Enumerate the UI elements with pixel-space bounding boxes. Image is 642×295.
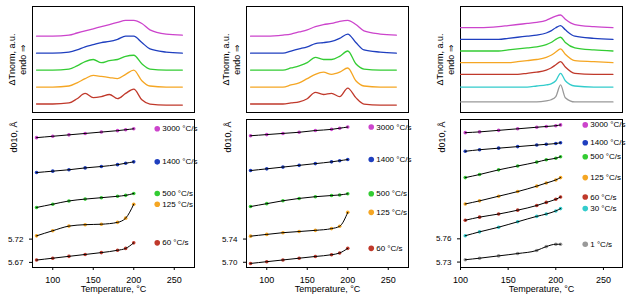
svg-text:5.74: 5.74 — [222, 235, 238, 244]
svg-text:ΔTnorm, a.u.: ΔTnorm, a.u. — [7, 33, 17, 85]
svg-text:ΔTnorm, a.u.: ΔTnorm, a.u. — [435, 33, 445, 85]
svg-text:3000 °C/s: 3000 °C/s — [376, 123, 411, 132]
svg-text:60 °C/s: 60 °C/s — [376, 244, 402, 253]
svg-text:30 °C/s: 30 °C/s — [590, 204, 616, 213]
svg-text:endo ⇒: endo ⇒ — [18, 44, 28, 75]
svg-text:250: 250 — [381, 275, 396, 285]
svg-text:200: 200 — [548, 274, 564, 285]
svg-text:60 °C/s: 60 °C/s — [590, 193, 616, 202]
svg-text:1400 °C/s: 1400 °C/s — [162, 157, 197, 166]
svg-text:Temperature, °C: Temperature, °C — [81, 284, 147, 294]
svg-text:1 °C/s: 1 °C/s — [590, 240, 612, 249]
svg-text:500 °C/s: 500 °C/s — [590, 152, 621, 161]
svg-text:100: 100 — [453, 275, 468, 285]
svg-text:5.72: 5.72 — [8, 235, 24, 244]
svg-text:5.76: 5.76 — [436, 234, 452, 243]
svg-text:Temperature, °C: Temperature, °C — [295, 284, 361, 294]
svg-text:60 °C/s: 60 °C/s — [162, 238, 188, 247]
svg-text:250: 250 — [167, 275, 182, 285]
svg-text:500 °C/s: 500 °C/s — [162, 189, 193, 198]
svg-text:150: 150 — [85, 274, 101, 285]
svg-text:endo ⇒: endo ⇒ — [446, 44, 456, 75]
svg-text:150: 150 — [500, 274, 516, 285]
svg-text:150: 150 — [299, 274, 315, 285]
svg-text:125 °C/s: 125 °C/s — [376, 208, 407, 217]
svg-text:d010, Å: d010, Å — [223, 122, 233, 153]
svg-text:250: 250 — [596, 275, 611, 285]
svg-text:5.67: 5.67 — [8, 258, 24, 267]
svg-text:ΔTnorm, a.u.: ΔTnorm, a.u. — [221, 33, 231, 85]
svg-text:1400 °C/s: 1400 °C/s — [376, 155, 411, 164]
svg-text:5.70: 5.70 — [222, 258, 238, 267]
svg-text:d010, Å: d010, Å — [437, 122, 447, 153]
svg-text:125 °C/s: 125 °C/s — [590, 173, 621, 182]
svg-text:500 °C/s: 500 °C/s — [376, 189, 407, 198]
svg-text:3000 °C/s: 3000 °C/s — [590, 120, 625, 129]
svg-text:1400 °C/s: 1400 °C/s — [590, 138, 625, 147]
svg-text:100: 100 — [45, 275, 60, 285]
svg-text:endo ⇒: endo ⇒ — [232, 44, 242, 75]
svg-text:100: 100 — [259, 275, 274, 285]
svg-text:200: 200 — [340, 274, 356, 285]
svg-text:5.73: 5.73 — [436, 258, 452, 267]
svg-text:200: 200 — [126, 274, 142, 285]
svg-text:125 °C/s: 125 °C/s — [162, 200, 193, 209]
svg-text:3000 °C/s: 3000 °C/s — [162, 124, 197, 133]
svg-text:Temperature, °C: Temperature, °C — [509, 284, 575, 294]
svg-text:d010, Å: d010, Å — [9, 122, 19, 153]
